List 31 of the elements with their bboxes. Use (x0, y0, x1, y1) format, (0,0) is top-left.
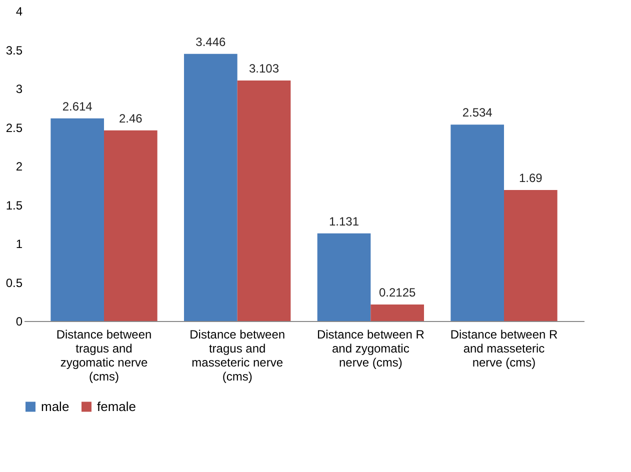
x-tick-label: Distance between tragus and zygomatic nerve (cms) (56, 328, 152, 384)
y-tick-label: 4 (16, 4, 23, 18)
bar (317, 233, 371, 321)
bar (370, 304, 424, 321)
data-label: 0.2125 (378, 286, 416, 300)
data-label: 3.103 (248, 62, 280, 76)
y-tick-label: 2.5 (6, 120, 23, 135)
bar (237, 80, 291, 321)
y-tick-label: 3.5 (6, 43, 23, 58)
bar (504, 190, 558, 321)
x-tick-label: Distance between R and masseteric nerve (cms) (450, 328, 558, 370)
y-tick-label: 0.5 (6, 276, 23, 290)
data-label: 1.69 (518, 171, 543, 186)
y-tick-label: 1.5 (6, 198, 23, 212)
data-label: 3.446 (196, 34, 226, 49)
legend-label: female (97, 398, 136, 414)
bar (50, 118, 104, 321)
data-label: 2.46 (118, 111, 143, 126)
data-label: 2.614 (62, 99, 93, 114)
bar (184, 54, 238, 321)
y-tick-label: 1 (16, 237, 23, 251)
x-tick-label: Distance between tragus and masseteric nerve (cms) (190, 328, 286, 384)
legend-label: male (41, 398, 70, 414)
data-label: 2.534 (462, 106, 493, 120)
y-tick-label: 2 (16, 160, 23, 174)
data-label: 1.131 (328, 214, 360, 228)
y-tick-label: 0 (16, 314, 23, 328)
x-tick-label: Distance between R and zygomatic nerve (cms) (316, 328, 425, 370)
bar (450, 124, 504, 321)
y-tick-label: 3 (16, 82, 23, 96)
bar (104, 130, 158, 321)
